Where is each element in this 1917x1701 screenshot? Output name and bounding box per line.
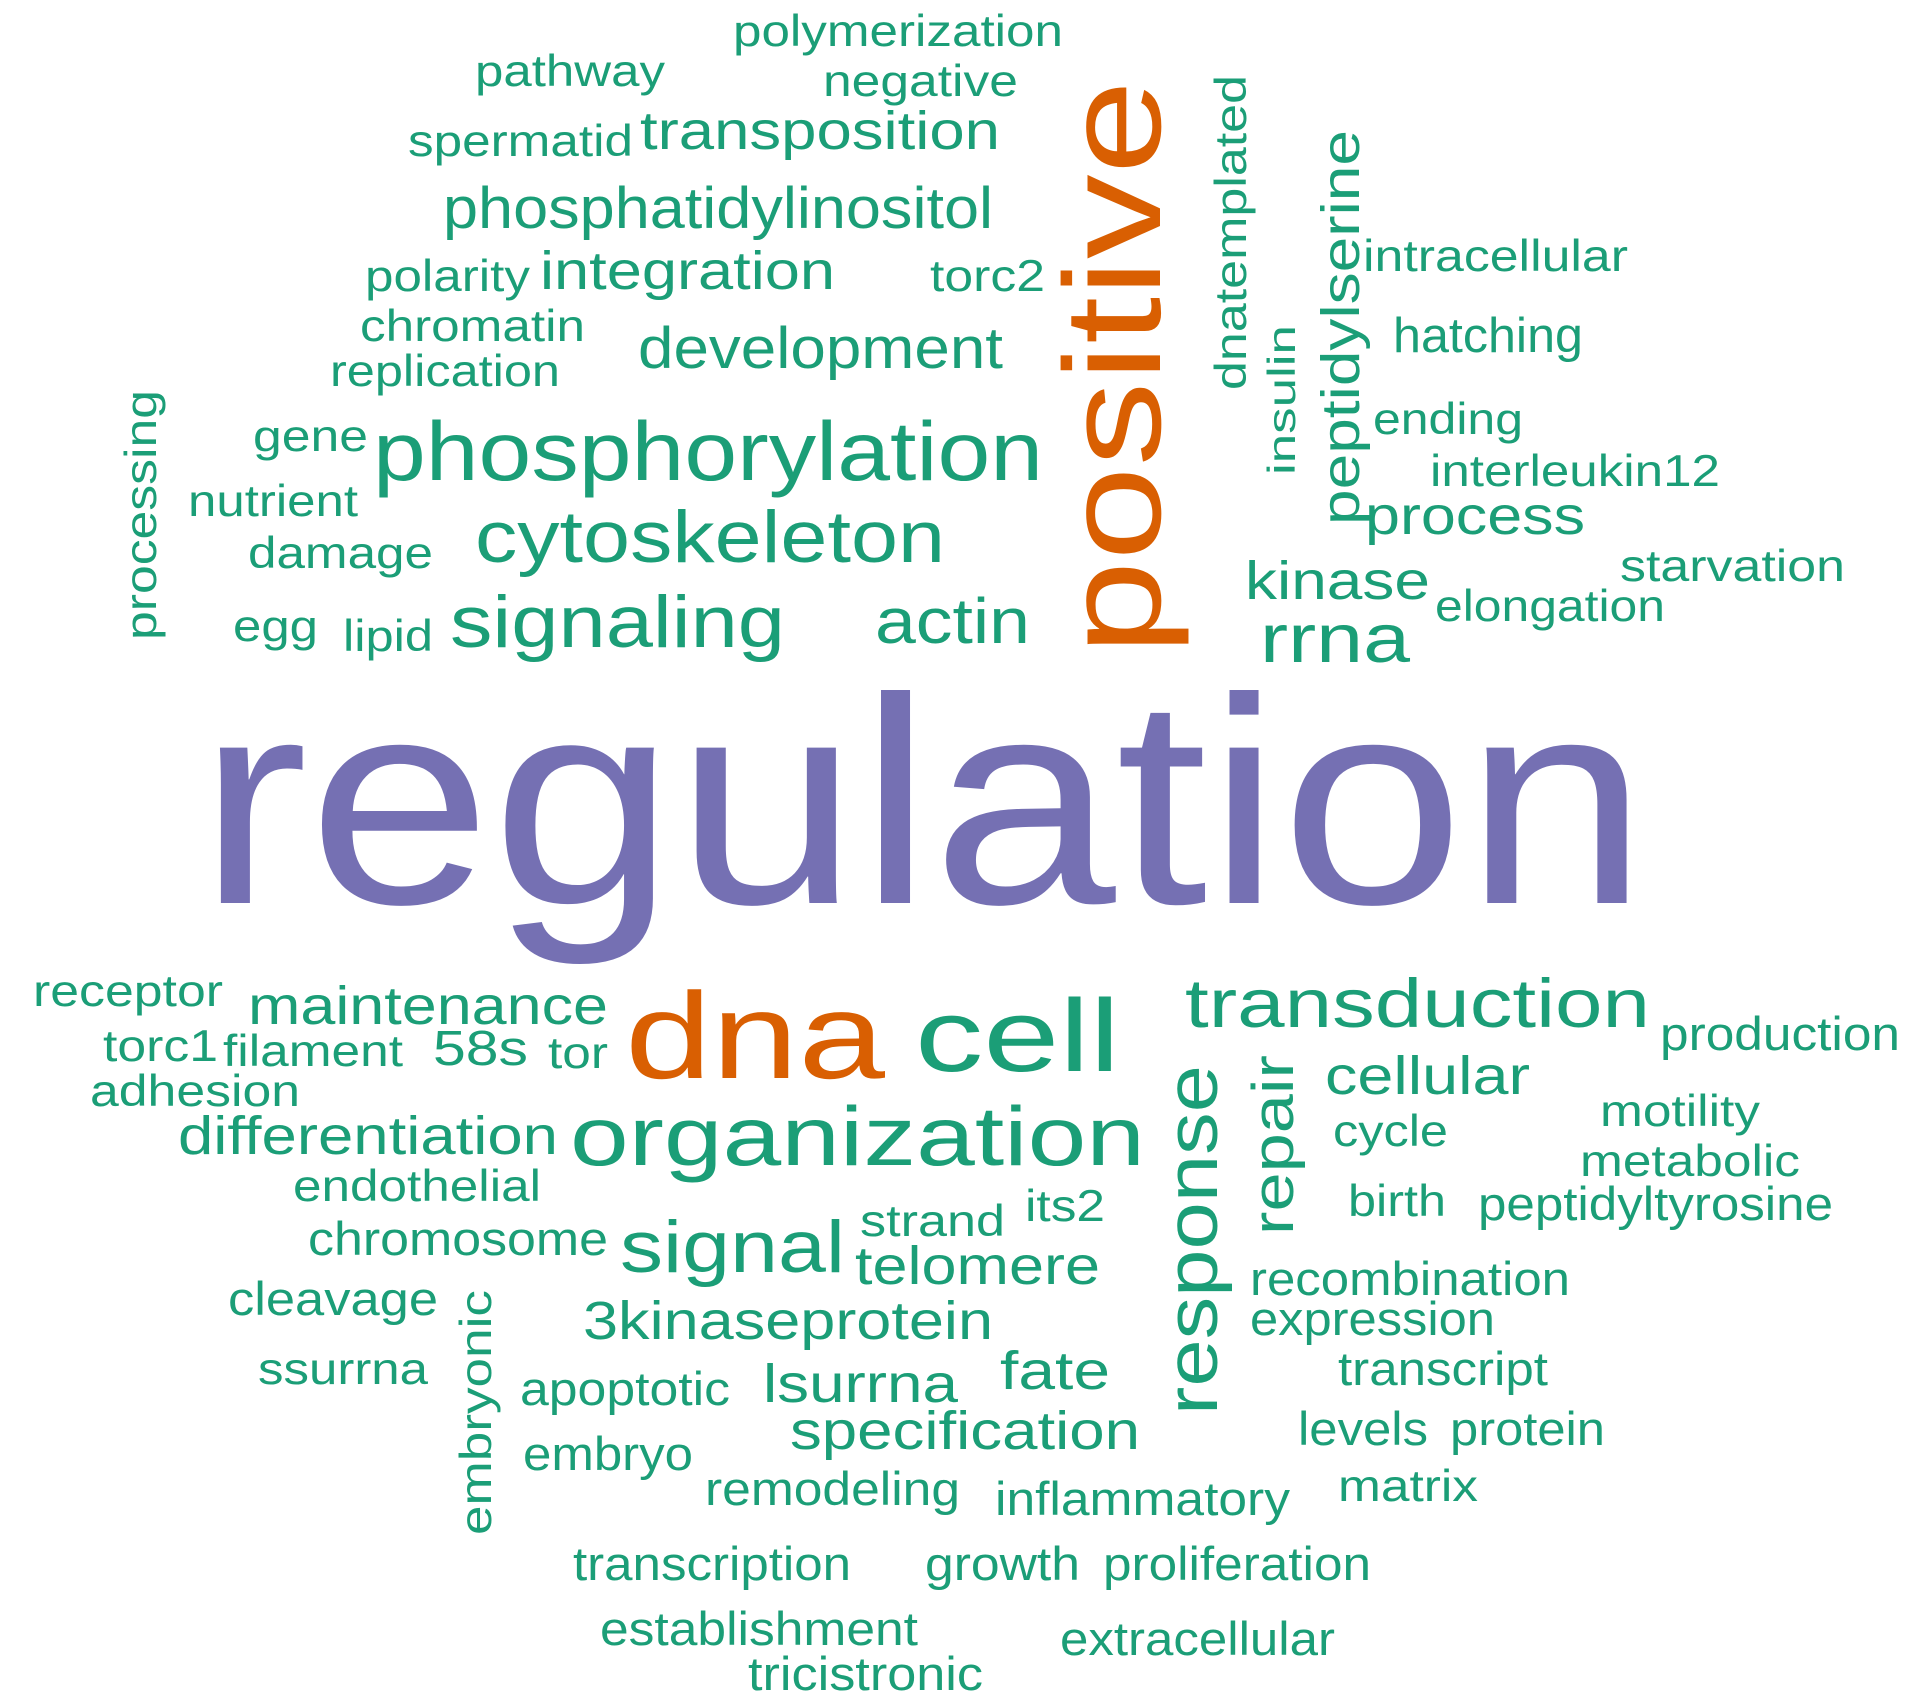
word-intracellular: intracellular bbox=[1363, 232, 1628, 281]
word-receptor: receptor bbox=[33, 967, 223, 1016]
word-process: process bbox=[1365, 486, 1585, 546]
word-growth: growth bbox=[925, 1537, 1080, 1590]
word-elongation: elongation bbox=[1435, 582, 1665, 631]
word-protein: protein bbox=[1450, 1402, 1605, 1455]
word-development: development bbox=[638, 316, 1003, 381]
word-strand: strand bbox=[860, 1197, 1005, 1246]
word-transcription: transcription bbox=[573, 1537, 851, 1590]
word-inflammatory: inflammatory bbox=[995, 1472, 1290, 1525]
word-ending: ending bbox=[1373, 395, 1523, 444]
word-tricistronic: tricistronic bbox=[748, 1647, 983, 1700]
word-phosphorylation: phosphorylation bbox=[373, 405, 1043, 498]
word-motility: motility bbox=[1600, 1087, 1760, 1136]
word-peptidyltyrosine: peptidyltyrosine bbox=[1478, 1177, 1833, 1230]
word-cytoskeleton: cytoskeleton bbox=[475, 495, 945, 578]
word-production: production bbox=[1660, 1007, 1900, 1060]
word-chromatin: chromatin bbox=[360, 302, 585, 351]
word-cell: cell bbox=[915, 978, 1120, 1093]
word-rrna: rrna bbox=[1260, 600, 1410, 677]
word-replication: replication bbox=[330, 347, 560, 396]
word-tor: tor bbox=[548, 1029, 608, 1078]
word-birth: birth bbox=[1348, 1177, 1446, 1226]
word-3kinaseprotein: 3kinaseprotein bbox=[583, 1291, 993, 1351]
word-actin: actin bbox=[875, 586, 1030, 657]
word-transduction: transduction bbox=[1185, 965, 1650, 1042]
word-apoptotic: apoptotic bbox=[520, 1362, 730, 1415]
word-remodeling: remodeling bbox=[705, 1462, 960, 1515]
word-repair: repair bbox=[1241, 1055, 1306, 1235]
word-spermatid: spermatid bbox=[408, 117, 633, 166]
word-positive: positive bbox=[1037, 79, 1190, 655]
word-dnatemplated: dnatemplated bbox=[1207, 74, 1256, 390]
word-proliferation: proliferation bbox=[1103, 1537, 1371, 1590]
word-signaling: signaling bbox=[450, 580, 785, 663]
word-differentiation: differentiation bbox=[178, 1106, 558, 1166]
word-telomere: telomere bbox=[855, 1236, 1100, 1296]
word-torc1: torc1 bbox=[103, 1022, 218, 1071]
word-response: response bbox=[1150, 1065, 1233, 1415]
word-transposition: transposition bbox=[640, 101, 1000, 161]
word-fate: fate bbox=[1000, 1341, 1110, 1401]
word-polymerization: polymerization bbox=[733, 7, 1063, 56]
word-endothelial: endothelial bbox=[293, 1162, 541, 1211]
word-interleukin12: interleukin12 bbox=[1430, 447, 1720, 496]
word-cycle: cycle bbox=[1333, 1107, 1448, 1156]
word-damage: damage bbox=[248, 529, 433, 578]
word-matrix: matrix bbox=[1338, 1462, 1478, 1511]
word-lsurrna: lsurrna bbox=[763, 1354, 958, 1414]
word-establishment: establishment bbox=[600, 1602, 918, 1655]
word-cleavage: cleavage bbox=[228, 1272, 438, 1325]
word-signal: signal bbox=[620, 1205, 845, 1288]
word-adhesion: adhesion bbox=[90, 1067, 300, 1116]
word-pathway: pathway bbox=[475, 47, 665, 96]
word-integration: integration bbox=[540, 241, 835, 301]
word-expression: expression bbox=[1250, 1292, 1495, 1345]
word-regulation: regulation bbox=[198, 638, 1648, 966]
word-chromosome: chromosome bbox=[308, 1212, 608, 1265]
word-dna: dna bbox=[625, 967, 885, 1104]
word-nutrient: nutrient bbox=[188, 477, 358, 526]
word-starvation: starvation bbox=[1620, 542, 1845, 591]
word-levels: levels bbox=[1298, 1402, 1428, 1455]
word-lipid: lipid bbox=[343, 612, 433, 661]
word-transcript: transcript bbox=[1338, 1342, 1548, 1395]
word-phosphatidylinositol: phosphatidylinositol bbox=[443, 176, 993, 241]
word-embryo: embryo bbox=[523, 1427, 693, 1480]
word-gene: gene bbox=[253, 412, 368, 461]
word-filament: filament bbox=[223, 1027, 403, 1076]
word-egg: egg bbox=[233, 602, 318, 651]
word-metabolic: metabolic bbox=[1580, 1137, 1800, 1186]
word-cellular: cellular bbox=[1325, 1046, 1530, 1106]
word-specification: specification bbox=[790, 1401, 1140, 1461]
word-organization: organization bbox=[570, 1090, 1145, 1183]
word-polarity: polarity bbox=[365, 252, 530, 301]
word-kinase: kinase bbox=[1245, 551, 1430, 611]
word-extracellular: extracellular bbox=[1060, 1612, 1335, 1665]
word-hatching: hatching bbox=[1393, 309, 1583, 363]
word-maintenance: maintenance bbox=[248, 976, 608, 1036]
word-insulin: insulin bbox=[1261, 325, 1304, 475]
word-processing: processing bbox=[117, 390, 166, 640]
word-58s: 58s bbox=[433, 1022, 528, 1076]
word-torc2: torc2 bbox=[930, 252, 1045, 301]
word-embryonic: embryonic bbox=[452, 1290, 501, 1535]
word-ssurrna: ssurrna bbox=[258, 1345, 428, 1394]
word-negative: negative bbox=[823, 57, 1018, 106]
word-recombination: recombination bbox=[1250, 1252, 1570, 1305]
word-peptidylserine: peptidylserine bbox=[1311, 129, 1371, 525]
word-its2: its2 bbox=[1025, 1182, 1105, 1231]
